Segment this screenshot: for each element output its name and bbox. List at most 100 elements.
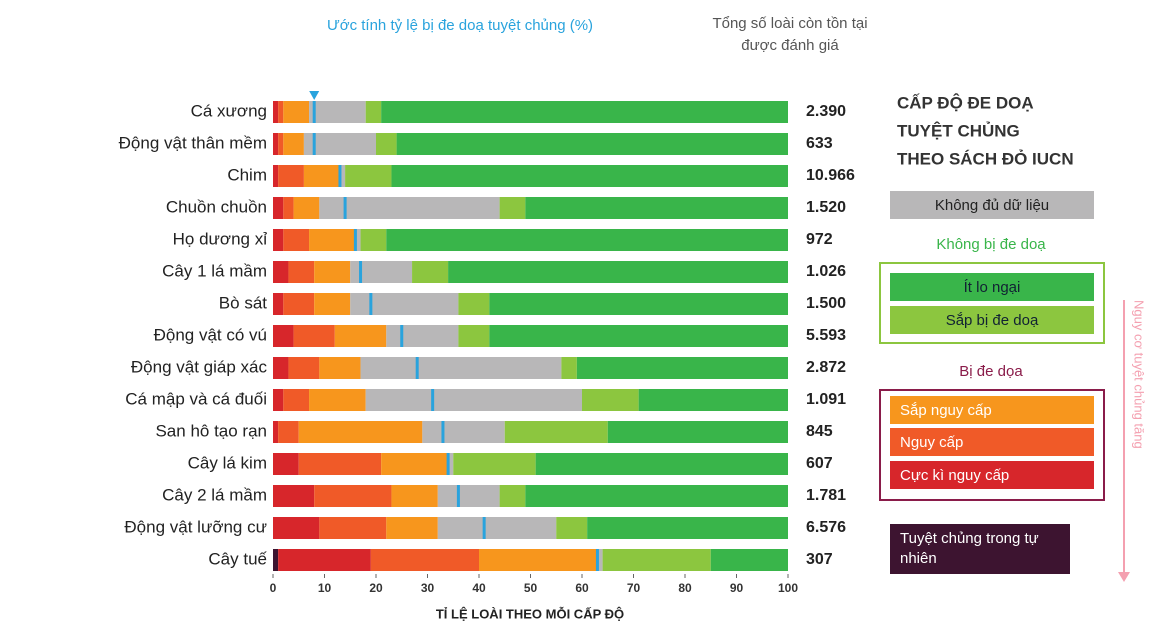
legend-entry: Ít lo ngại [890, 273, 1094, 301]
bar-segment [535, 453, 788, 475]
x-tick-label: 70 [627, 581, 641, 595]
category-label: Cá xương [191, 101, 267, 120]
total-label: 1.781 [806, 487, 846, 504]
category-label: Chim [227, 165, 267, 184]
bar-segment [386, 517, 438, 539]
bar-segment [391, 165, 788, 187]
total-label: 2.390 [806, 103, 846, 120]
x-tick-label: 20 [369, 581, 383, 595]
category-label: Động vật thân mềm [119, 133, 267, 152]
legend-entry: Sắp nguy cấp [890, 396, 1094, 424]
total-label: 1.520 [806, 199, 846, 216]
bar-segment [303, 133, 376, 155]
total-label: 6.576 [806, 519, 846, 536]
bar-segment [273, 485, 315, 507]
x-tick-label: 100 [778, 581, 798, 595]
bar-segment [319, 197, 500, 219]
bar-segment [309, 101, 366, 123]
bar-segment [582, 389, 639, 411]
legend-title: THEO SÁCH ĐỎ IUCN [897, 149, 1074, 168]
bar-segment [525, 197, 788, 219]
bar-segment [273, 549, 279, 571]
category-label: Động vật có vú [154, 325, 267, 344]
total-label: 5.593 [806, 327, 846, 344]
bar-segment [602, 549, 711, 571]
bar-segment [314, 261, 351, 283]
bar-segment [587, 517, 788, 539]
bar-segment [283, 197, 294, 219]
bar-segment [278, 165, 304, 187]
header-left: Ước tính tỷ lệ bị đe doạ tuyệt chủng (%) [327, 17, 593, 34]
bar-segment [381, 453, 449, 475]
bar-segment [386, 325, 459, 347]
bar-segment [448, 453, 454, 475]
total-label: 307 [806, 551, 833, 568]
bar-segment [386, 229, 788, 251]
bar-segment [273, 133, 279, 155]
bar-segment [499, 485, 526, 507]
bar-segment [710, 549, 788, 571]
category-label: Cây lá kim [188, 453, 267, 472]
bar-segment [370, 549, 479, 571]
bar-segment [278, 421, 299, 443]
bar-segment [350, 293, 459, 315]
total-label: 633 [806, 135, 833, 152]
legend-entry: Sắp bị đe doạ [890, 306, 1094, 334]
bar-segment [345, 165, 392, 187]
legend-group-frame [879, 262, 1105, 344]
legend-group: Bị đe dọa [959, 363, 1023, 380]
bar-segment [309, 229, 356, 251]
x-axis-label: TỈ LỆ LOÀI THEO MỖI CẤP ĐỘ [436, 606, 624, 621]
category-label: Họ dương xỉ [173, 229, 268, 248]
bar-segment [283, 229, 310, 251]
x-tick-label: 50 [524, 581, 538, 595]
legend-entry: Cực kì nguy cấp [890, 461, 1094, 489]
total-label: 845 [806, 423, 833, 440]
bar-segment [283, 389, 310, 411]
legend-group: Không bị đe doạ [936, 236, 1046, 253]
bar-segment [376, 133, 397, 155]
header-right: được đánh giá [741, 37, 839, 54]
bar-segment [273, 517, 320, 539]
bar-segment [288, 357, 320, 379]
category-label: Bò sát [219, 293, 267, 312]
bar-segment [576, 357, 788, 379]
bar-segment [278, 133, 284, 155]
bar-segment [448, 261, 788, 283]
bar-segment [278, 101, 284, 123]
bar-segment [283, 101, 310, 123]
bar-segment [422, 421, 505, 443]
bar-segment [293, 197, 320, 219]
bar-segment [273, 101, 279, 123]
legend-entry: Nguy cấp [890, 428, 1094, 456]
category-label: Động vật giáp xác [131, 357, 268, 376]
bar-segment [334, 325, 387, 347]
bar-segment [638, 389, 788, 411]
bar-segment [355, 229, 361, 251]
bar-segment [314, 485, 392, 507]
bar-segment [360, 229, 387, 251]
category-label: Cây 2 lá mầm [162, 485, 267, 504]
bar-segment [525, 485, 788, 507]
total-label: 1.091 [806, 391, 846, 408]
bar-segment [319, 517, 387, 539]
bar-segment [458, 325, 490, 347]
x-tick-label: 10 [318, 581, 332, 595]
header-right: Tổng số loài còn tồn tại [712, 15, 867, 32]
bar-segment [298, 453, 382, 475]
bar-segment [298, 421, 423, 443]
bar-segment [561, 357, 577, 379]
bar-segment [273, 261, 289, 283]
bar-segment [504, 421, 608, 443]
legend-entry: Tuyệt chủng trong tự nhiên [890, 524, 1070, 574]
bar-segment [273, 165, 279, 187]
category-label: Chuồn chuồn [166, 197, 267, 216]
category-label: Cây 1 lá mầm [162, 261, 267, 280]
bar-segment [607, 421, 788, 443]
bar-segment [597, 549, 603, 571]
bar-segment [273, 293, 284, 315]
bar-segment [283, 293, 315, 315]
bar-segment [381, 101, 788, 123]
bar-segment [278, 549, 371, 571]
